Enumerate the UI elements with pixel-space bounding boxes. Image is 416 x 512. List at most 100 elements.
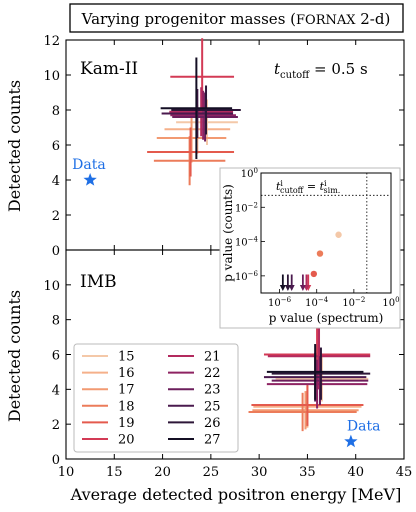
inset-y-tick-label: 10−6 bbox=[235, 270, 259, 283]
x-axis-label: Average detected positron energy [MeV] bbox=[70, 485, 402, 504]
kam-ii-y-tick-label: 0 bbox=[52, 244, 60, 259]
imb-series-17 bbox=[252, 391, 359, 430]
legend-label: 21 bbox=[204, 350, 221, 365]
legend-label: 17 bbox=[118, 383, 135, 398]
kam-ii-y-axis-label: Detected counts bbox=[5, 80, 24, 212]
legend-entry-25: 25 bbox=[168, 399, 221, 414]
inset-x-tick-label: 10−6 bbox=[268, 296, 292, 309]
legend-label: 20 bbox=[118, 433, 135, 448]
legend-entry-22: 22 bbox=[168, 366, 221, 381]
kam-ii-data-star bbox=[83, 173, 97, 186]
imb-series-19 bbox=[251, 384, 364, 426]
legend-entry-18: 18 bbox=[82, 399, 135, 414]
x-tick-label: 25 bbox=[203, 465, 220, 480]
inset-point-15 bbox=[335, 231, 342, 238]
kam-ii-y-tick-label: 8 bbox=[52, 104, 60, 119]
legend-label: 27 bbox=[204, 433, 221, 448]
legend-entry-17: 17 bbox=[82, 383, 135, 398]
imb-y-axis-label: Detected counts bbox=[5, 290, 24, 422]
imb-y-tick-label: 0 bbox=[52, 453, 60, 468]
imb-panel: 0 2 4 6 8 10 10 15 20 25 30 35 40 45 IMB Data bbox=[43, 249, 413, 480]
legend-entry-20: 20 bbox=[82, 433, 135, 448]
imb-data-star bbox=[344, 434, 358, 448]
kam-ii-cutoff-annotation: tcutoff = 0.5 s bbox=[274, 60, 368, 81]
kam-ii-series-21 bbox=[169, 87, 234, 137]
imb-series-18 bbox=[248, 392, 357, 432]
figure-title: Varying progenitor masses (FORNAX 2-d) bbox=[69, 3, 404, 33]
imb-y-tick-label: 2 bbox=[52, 418, 60, 433]
legend-label: 16 bbox=[118, 366, 135, 381]
inset-arrow-23 bbox=[299, 285, 306, 291]
x-tick-label: 45 bbox=[396, 465, 413, 480]
imb-y-ticks: 0 2 4 6 8 10 bbox=[43, 250, 405, 468]
legend-entry-26: 26 bbox=[168, 416, 221, 431]
kam-ii-y-ticks: 0 2 4 6 8 10 12 bbox=[43, 34, 405, 259]
p-value-inset: 10−6 10−6 10−4 10−4 10−2 10−2 100 100 ti cutoff … bbox=[219, 167, 401, 329]
x-tick-label: 40 bbox=[347, 465, 364, 480]
legend-label: 23 bbox=[204, 383, 221, 398]
inset-y-tick-label: 100 bbox=[241, 167, 258, 180]
legend-entry-19: 19 bbox=[82, 416, 135, 431]
kam-ii-y-tick-label: 4 bbox=[52, 174, 60, 189]
legend-entry-27: 27 bbox=[168, 433, 221, 448]
inset-arrow-26 bbox=[284, 285, 291, 291]
x-tick-label: 15 bbox=[106, 465, 123, 480]
kam-ii-error-bars bbox=[147, 38, 241, 186]
imb-data-point: Data bbox=[344, 419, 380, 448]
x-ticks: 10 15 20 25 30 35 40 45 bbox=[58, 465, 413, 480]
legend-label: 18 bbox=[118, 399, 135, 414]
kam-ii-panel: 0 2 4 6 8 10 12 Kam-II tcutoff = 0.5 s Data bbox=[43, 34, 405, 259]
legend-entry-16: 16 bbox=[82, 366, 135, 381]
kam-ii-series-26 bbox=[171, 85, 241, 135]
inset-x-tick-label: 10−4 bbox=[305, 296, 329, 309]
legend-label: 19 bbox=[118, 416, 135, 431]
legend-entry-15: 15 bbox=[82, 350, 135, 365]
inset-x-tick-label: 100 bbox=[382, 296, 399, 309]
inset-y-tick-label: 10−2 bbox=[235, 201, 258, 214]
title-text: Varying progenitor masses (FORNAX 2-d) bbox=[81, 10, 391, 28]
inset-x-label: p value (spectrum) bbox=[269, 311, 384, 325]
imb-label: IMB bbox=[80, 272, 117, 292]
inset-point-17 bbox=[316, 250, 324, 257]
legend-entry-23: 23 bbox=[168, 383, 221, 398]
kam-ii-data-label: Data bbox=[72, 157, 106, 173]
kam-ii-series-27 bbox=[160, 57, 233, 159]
imb-series-26 bbox=[271, 347, 371, 400]
imb-error-bars bbox=[248, 323, 371, 432]
imb-y-tick-label: 8 bbox=[52, 314, 60, 329]
inset-arrow-27 bbox=[279, 285, 286, 291]
x-tick-label: 30 bbox=[251, 465, 268, 480]
x-tick-label: 10 bbox=[58, 465, 75, 480]
x-tick-label: 20 bbox=[154, 465, 171, 480]
imb-data-label: Data bbox=[347, 419, 381, 435]
kam-ii-y-tick-label: 10 bbox=[43, 69, 60, 84]
inset-background bbox=[219, 167, 401, 329]
kam-ii-series-19 bbox=[147, 127, 235, 177]
legend-entry-21: 21 bbox=[168, 350, 221, 365]
inset-point-19 bbox=[310, 270, 318, 278]
inset-ticks: 10−6 10−6 10−4 10−4 10−2 10−2 100 100 bbox=[235, 167, 400, 309]
inset-points bbox=[279, 231, 342, 291]
kam-ii-label: Kam-II bbox=[80, 59, 138, 79]
title-box bbox=[69, 3, 404, 33]
imb-series-22 bbox=[266, 359, 368, 409]
legend-label: 25 bbox=[204, 399, 221, 414]
kam-ii-y-tick-label: 2 bbox=[52, 209, 60, 224]
kam-ii-data-point: Data bbox=[72, 157, 106, 186]
x-tick-label: 35 bbox=[299, 465, 316, 480]
kam-ii-series-22 bbox=[170, 90, 236, 140]
inset-y-label: p value (counts) bbox=[221, 184, 235, 282]
inset-annotation: ti cutoff = ti sim. bbox=[276, 179, 340, 195]
imb-y-tick-label: 10 bbox=[43, 279, 60, 294]
legend-label: 15 bbox=[118, 350, 135, 365]
imb-y-tick-label: 4 bbox=[52, 383, 60, 398]
legend-box bbox=[73, 343, 239, 453]
inset-arrow-25 bbox=[288, 285, 295, 291]
legend-label: 22 bbox=[204, 366, 221, 381]
inset-y-tick-label: 10−4 bbox=[235, 236, 259, 249]
kam-ii-y-tick-label: 6 bbox=[52, 139, 60, 154]
inset-frame bbox=[260, 172, 392, 294]
kam-ii-y-tick-label: 12 bbox=[43, 34, 60, 49]
